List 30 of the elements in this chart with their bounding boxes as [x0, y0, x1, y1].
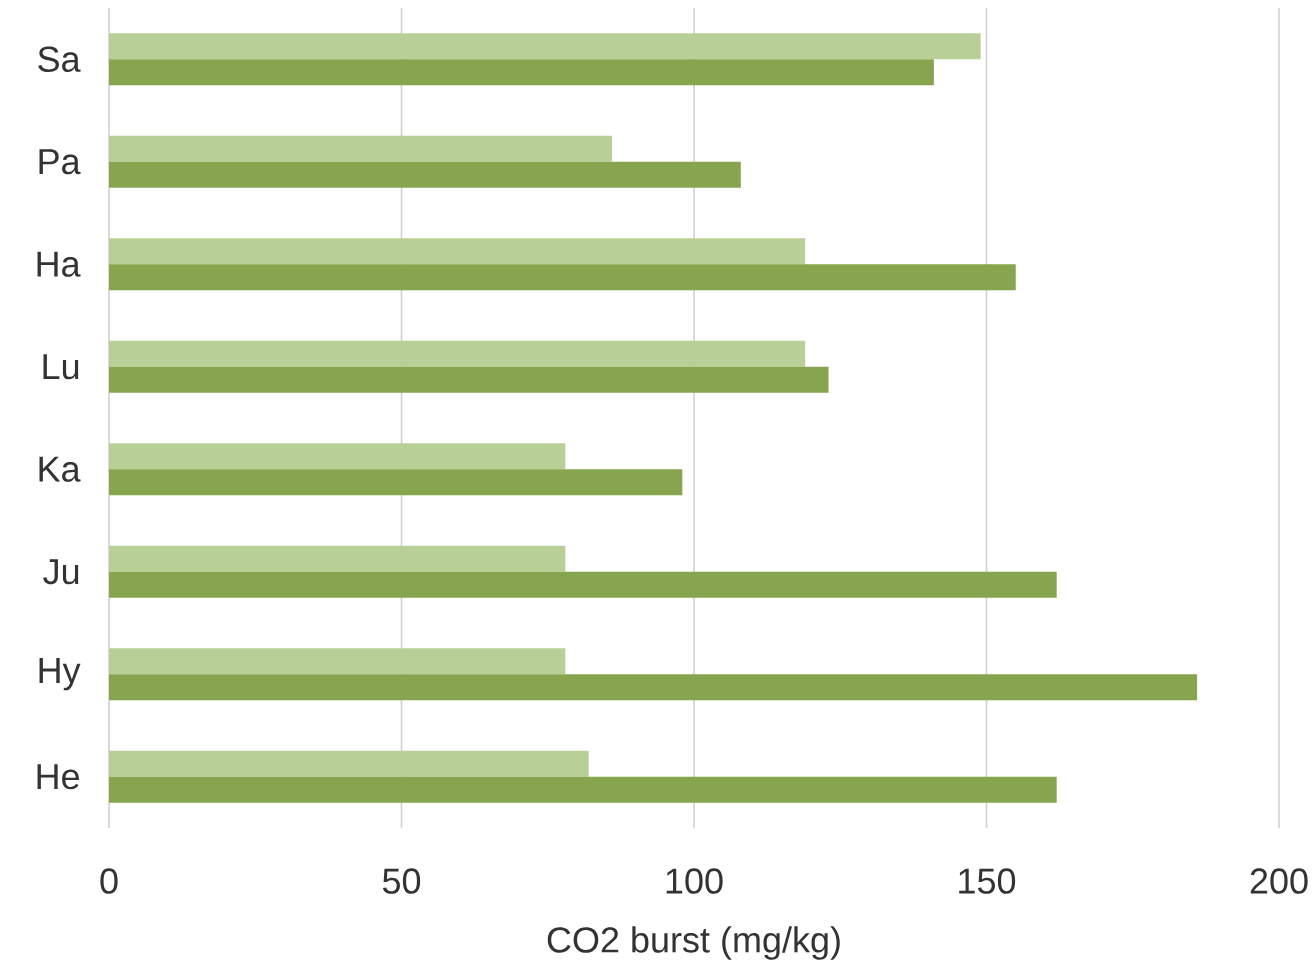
bar [109, 776, 1057, 803]
x-axis-title: CO2 burst (mg/kg) [547, 926, 840, 960]
y-tick-label: Ha [37, 251, 81, 277]
bar [109, 469, 683, 496]
x-tick-label: 50 [382, 868, 421, 894]
x-tick-label: 100 [666, 868, 723, 894]
y-tick-label: Sa [38, 46, 81, 72]
x-tick-label: 200 [1250, 868, 1308, 894]
bar [109, 545, 566, 572]
bar [109, 59, 934, 86]
bar [109, 648, 566, 675]
bar [109, 674, 1198, 701]
y-tick-label: Pa [39, 149, 81, 175]
bar [109, 366, 829, 393]
bar [109, 571, 1057, 598]
y-tick-label: Ju [43, 559, 79, 585]
bar [109, 135, 613, 162]
bar [109, 33, 981, 60]
y-tick-label: Lu [43, 354, 79, 380]
bar [109, 340, 806, 367]
x-tick-label: 0 [100, 868, 118, 894]
bar [109, 161, 741, 188]
bar [109, 238, 806, 265]
bar [109, 264, 1016, 291]
bar [109, 443, 566, 470]
y-tick-label: He [37, 764, 79, 790]
bar [109, 750, 589, 777]
y-tick-label: Hy [39, 658, 81, 691]
x-tick-label: 150 [959, 868, 1016, 894]
y-tick-label: Ka [39, 456, 81, 482]
